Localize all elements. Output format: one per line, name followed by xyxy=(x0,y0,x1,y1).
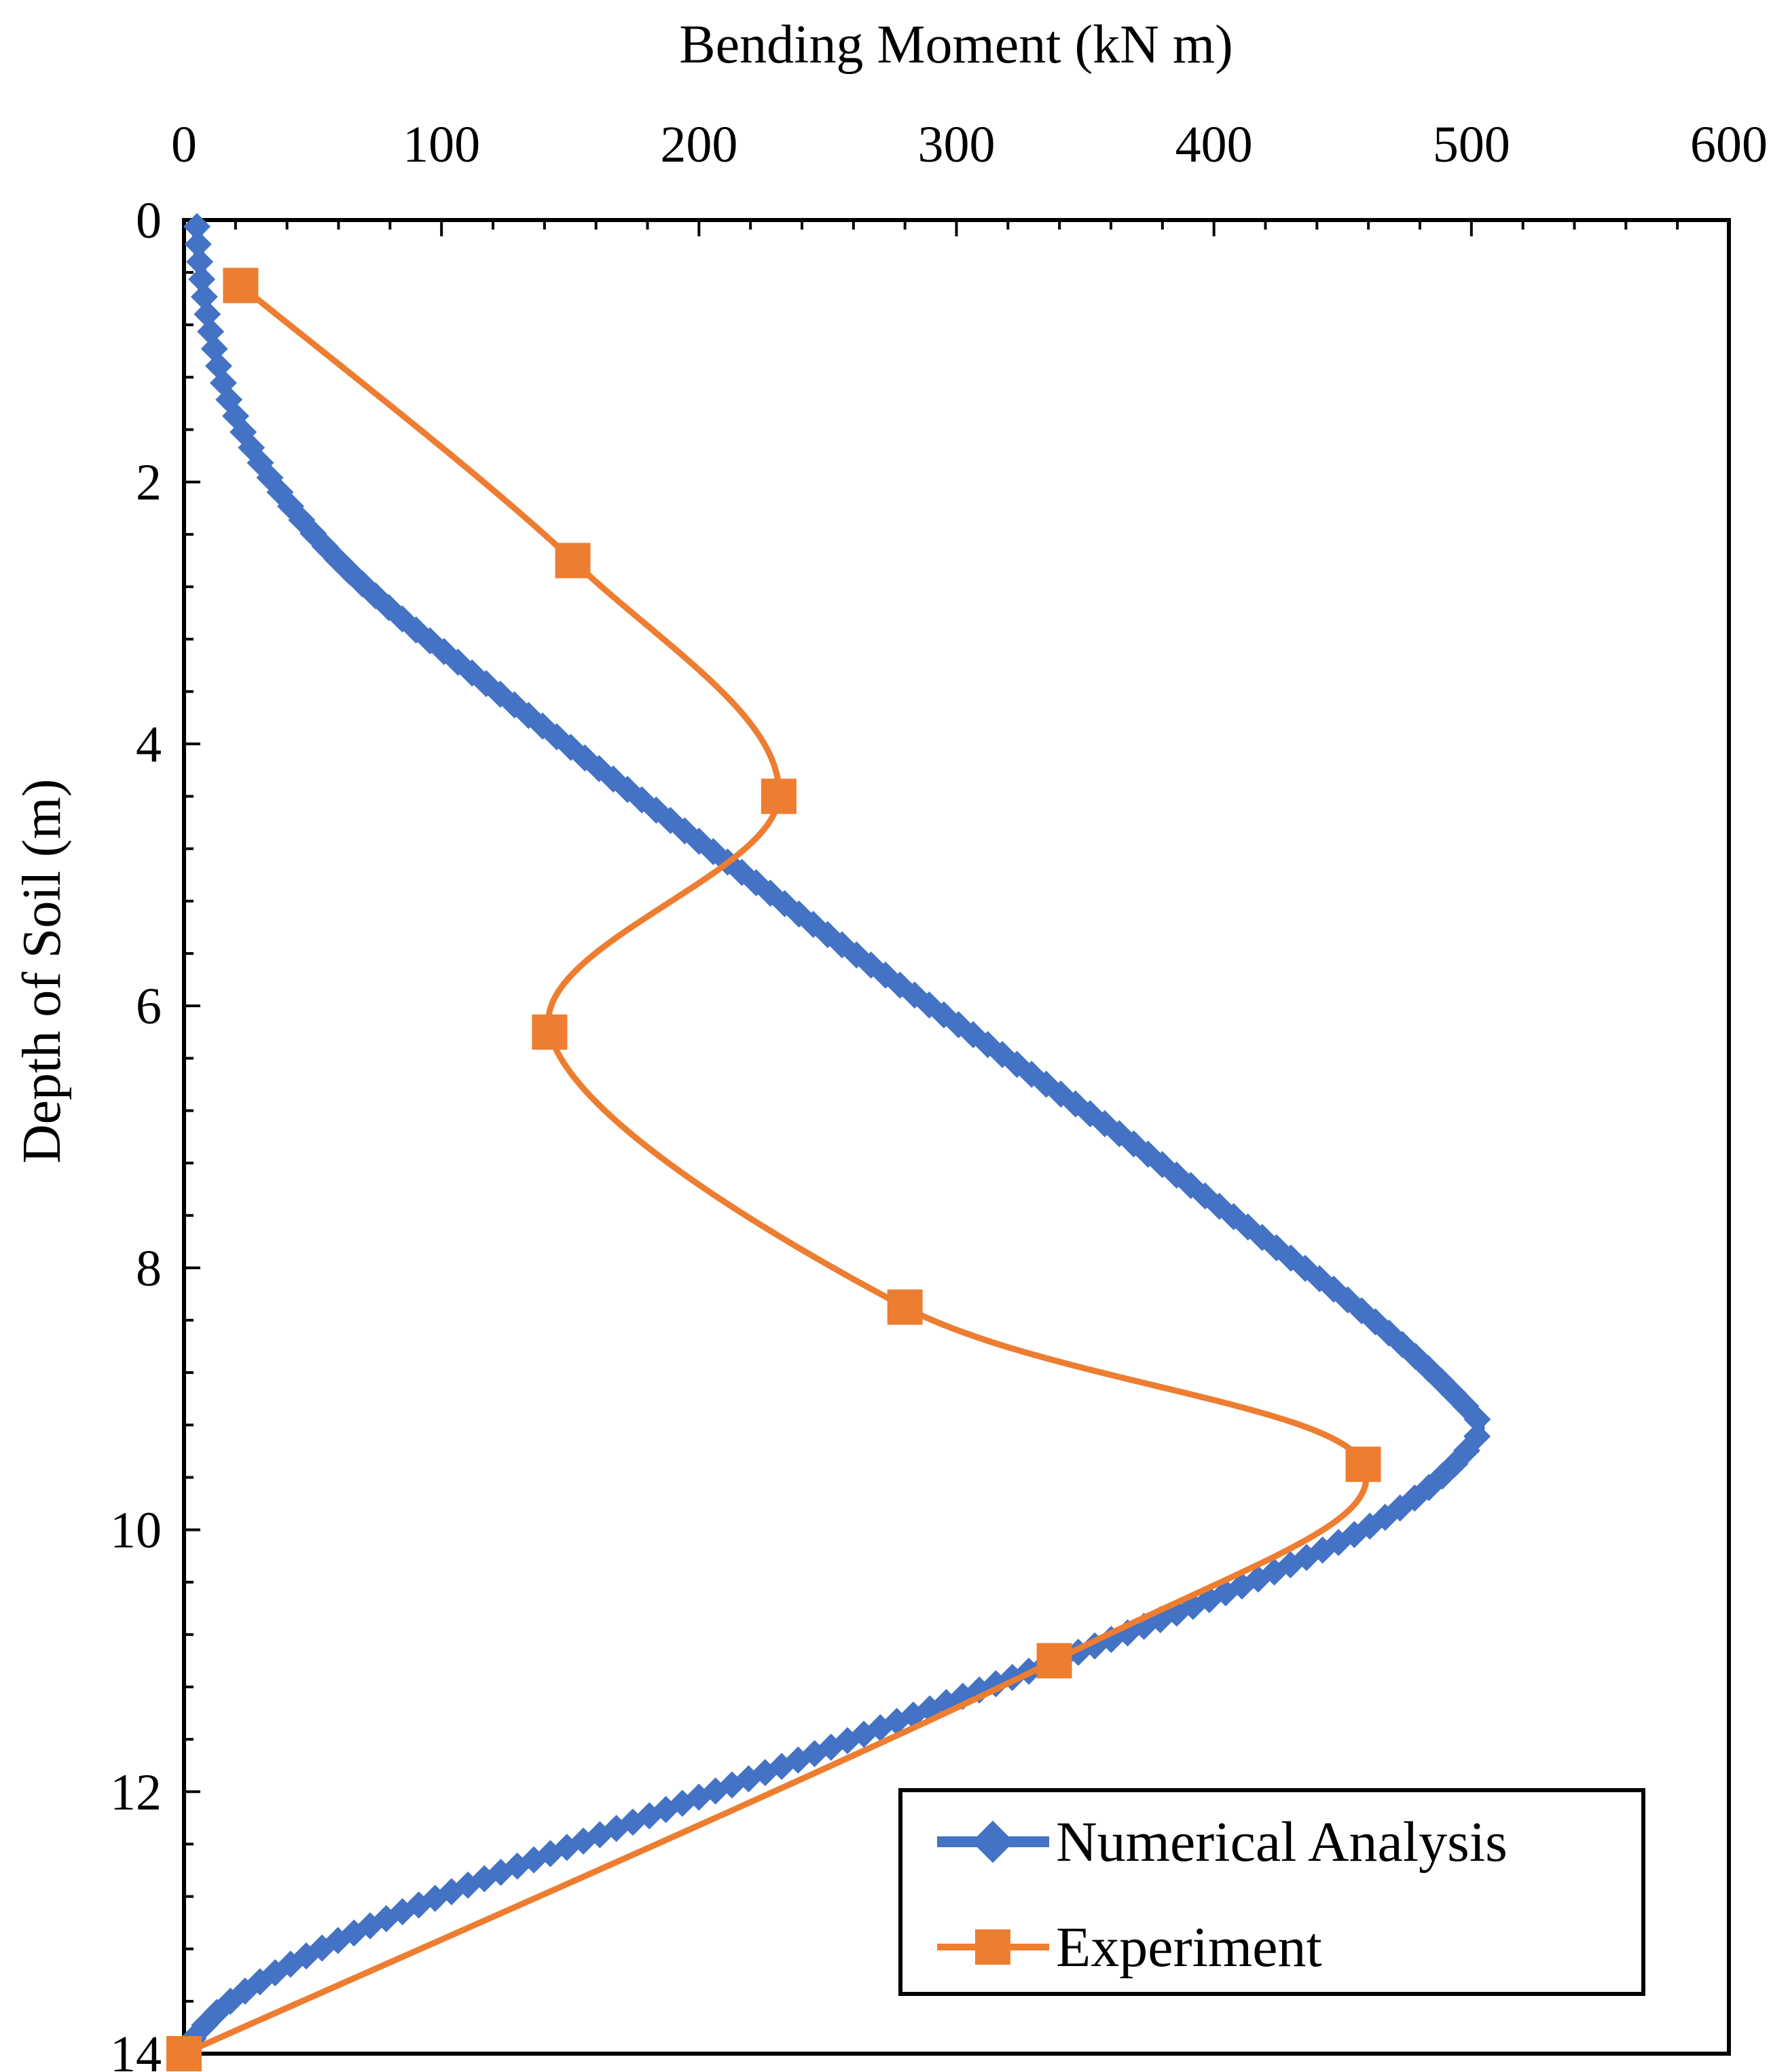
y-tick-label: 0 xyxy=(136,192,162,249)
legend-box xyxy=(898,1788,1645,1996)
legend-marker-experiment xyxy=(975,1929,1010,1965)
data-point-numerical-analysis xyxy=(1427,1367,1455,1395)
data-point-numerical-analysis xyxy=(186,248,214,276)
data-point-numerical-analysis xyxy=(486,680,514,708)
data-point-experiment xyxy=(1345,1447,1381,1483)
x-tick-label: 100 xyxy=(403,116,480,173)
axis-ticks xyxy=(183,219,1730,2055)
y-axis-title: Depth of Soil (m) xyxy=(12,779,72,1164)
y-tick-label: 10 xyxy=(110,1502,162,1559)
series-layer xyxy=(166,213,1491,2071)
data-point-experiment xyxy=(166,2036,202,2071)
legend: Numerical Analysis Experiment xyxy=(898,1788,1645,1996)
series-numerical-analysis xyxy=(170,213,1491,2067)
series-experiment xyxy=(166,268,1381,2071)
legend-label-numerical-analysis: Numerical Analysis xyxy=(1056,1811,1508,1874)
data-point-numerical-analysis xyxy=(183,213,211,240)
data-point-numerical-analysis xyxy=(184,230,212,258)
x-tick-label: 500 xyxy=(1433,116,1510,173)
x-tick-label: 600 xyxy=(1690,116,1768,173)
y-tick-labels: 0 2 4 6 8 10 12 14 xyxy=(110,192,162,2072)
series-line-experiment xyxy=(183,283,1370,2057)
y-tick-label: 12 xyxy=(110,1764,162,1821)
x-tick-label: 200 xyxy=(660,116,737,173)
x-tick-label: 0 xyxy=(171,116,197,173)
data-point-numerical-analysis xyxy=(1463,1406,1491,1434)
x-tick-label: 300 xyxy=(918,116,996,173)
y-tick-label: 2 xyxy=(136,454,162,511)
y-tick-label: 4 xyxy=(136,716,162,773)
data-point-experiment xyxy=(887,1289,923,1325)
y-tick-label: 14 xyxy=(110,2026,162,2072)
data-point-numerical-analysis xyxy=(671,817,699,845)
data-point-numerical-analysis xyxy=(188,266,216,293)
x-tick-label: 400 xyxy=(1175,116,1253,173)
data-point-experiment xyxy=(1036,1643,1072,1679)
data-point-experiment xyxy=(555,543,591,579)
data-point-experiment xyxy=(532,1014,568,1050)
x-tick-labels: 0 100 200 300 400 500 600 xyxy=(171,116,1768,173)
legend-label-experiment: Experiment xyxy=(1056,1916,1322,1979)
x-axis-title: Bending Moment (kN m) xyxy=(679,15,1232,75)
y-tick-label: 8 xyxy=(136,1240,162,1297)
data-point-numerical-analysis xyxy=(190,283,218,311)
data-point-numerical-analysis xyxy=(194,300,221,328)
y-tick-label: 6 xyxy=(136,978,162,1035)
data-point-experiment xyxy=(761,778,797,814)
data-point-experiment xyxy=(223,268,259,304)
